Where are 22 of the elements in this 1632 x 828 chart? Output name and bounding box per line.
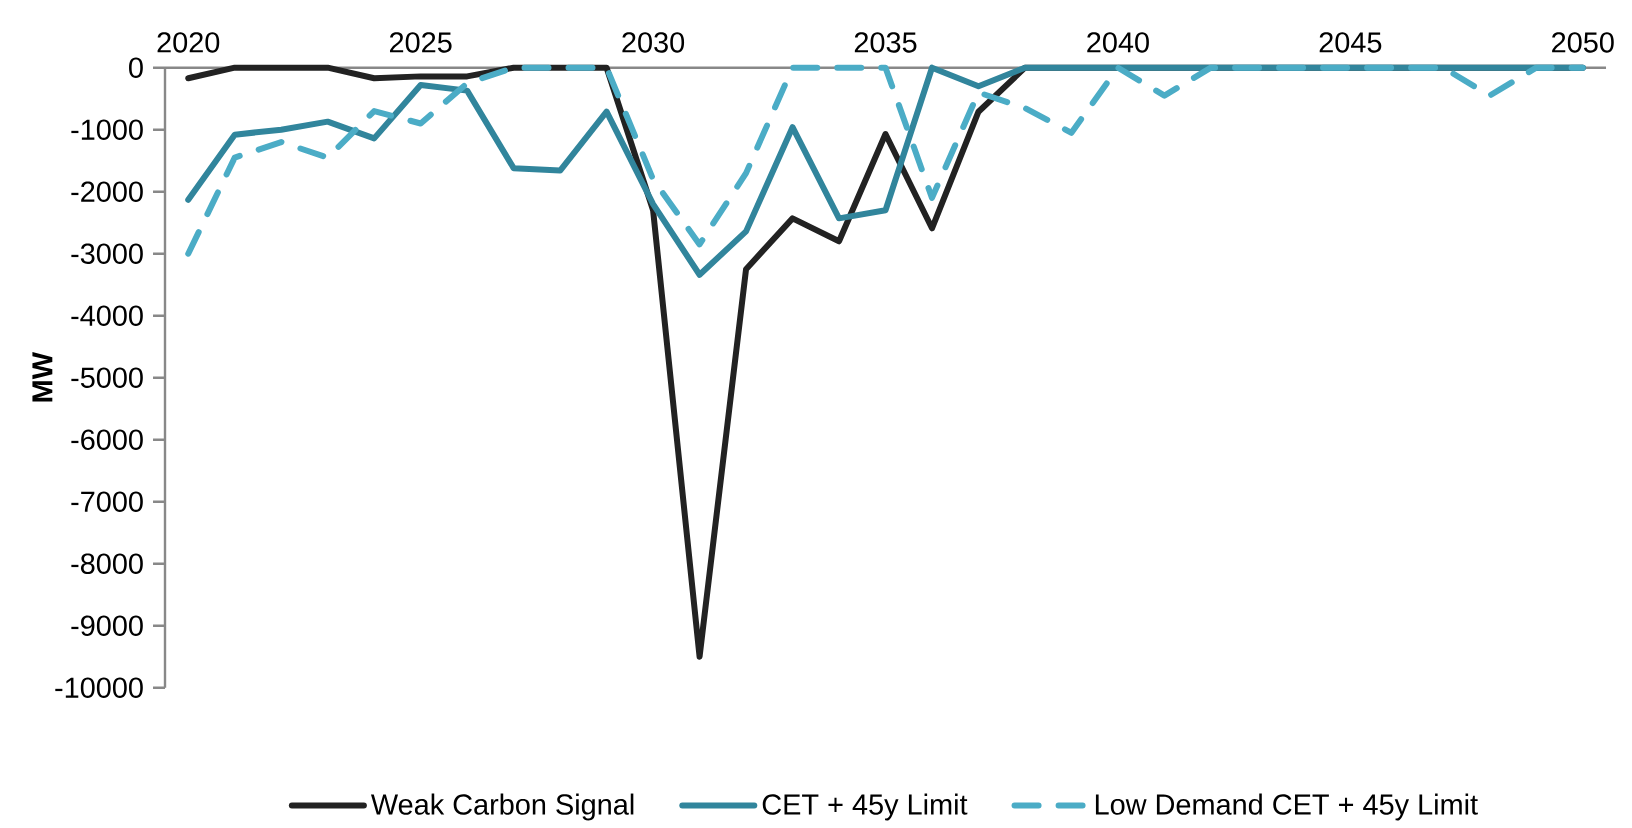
y-tick-label: -6000 — [71, 429, 143, 450]
x-tick-label: 2050 — [1552, 32, 1614, 53]
x-tick-label: 2030 — [622, 32, 685, 53]
y-tick-label: -1000 — [71, 119, 143, 140]
y-tick-label: -8000 — [71, 553, 143, 574]
y-tick-label: -2000 — [71, 181, 143, 202]
y-tick-label: -7000 — [71, 491, 143, 512]
legend-label: CET + 45y Limit — [762, 793, 968, 821]
y-axis-title: MW — [32, 352, 53, 402]
x-tick-label: 2040 — [1087, 32, 1149, 53]
legend-label: Low Demand CET + 45y Limit — [1095, 793, 1478, 821]
y-tick-label: -4000 — [71, 305, 143, 326]
x-tick-label: 2025 — [389, 32, 452, 53]
legend-label: Weak Carbon Signal — [370, 793, 634, 821]
y-tick-label: -10000 — [55, 677, 143, 698]
x-tick-label: 2020 — [157, 32, 220, 53]
x-tick-label: 2035 — [854, 32, 917, 53]
y-tick-label: -3000 — [71, 243, 143, 264]
x-tick-label: 2045 — [1319, 32, 1382, 53]
y-tick-label: -5000 — [71, 367, 143, 388]
y-tick-label: -9000 — [71, 615, 143, 636]
y-tick-label: 0 — [129, 57, 143, 78]
